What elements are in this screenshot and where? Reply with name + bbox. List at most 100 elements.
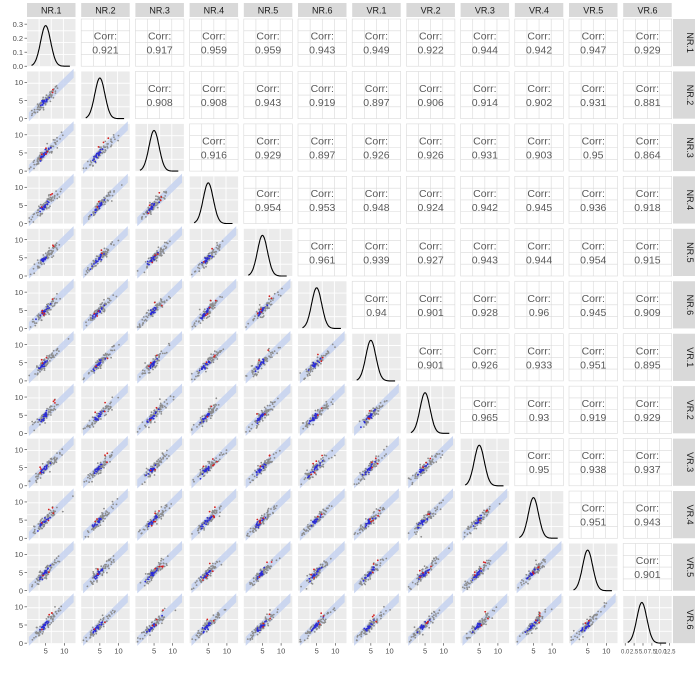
scatter-point xyxy=(245,431,247,433)
scatter-point-blue xyxy=(319,464,321,467)
scatter-point xyxy=(156,250,158,252)
scatter-point-blue xyxy=(41,104,44,106)
scatter-point xyxy=(96,207,99,210)
scatter-point xyxy=(53,297,56,300)
scatter-point xyxy=(117,396,120,399)
scatter-point xyxy=(255,427,258,429)
scatter-point xyxy=(170,503,173,505)
scatter-point xyxy=(160,404,163,406)
scatter-point-red xyxy=(40,468,42,470)
scatter-point-red xyxy=(46,150,49,153)
scatter-point xyxy=(212,353,215,356)
corr-value: 0.909 xyxy=(634,307,660,319)
scatter-point-red xyxy=(377,514,379,517)
scatter-point-blue xyxy=(207,309,209,312)
scatter-point xyxy=(112,134,115,136)
scatter-point-blue xyxy=(255,526,257,528)
scatter-point xyxy=(115,503,118,506)
scatter-point-red xyxy=(153,301,156,304)
scatter-point xyxy=(273,350,276,353)
scatter-point-blue xyxy=(43,257,45,260)
scatter-point xyxy=(86,425,88,428)
scatter-point xyxy=(150,579,153,582)
scatter-point xyxy=(48,252,51,255)
scatter-point xyxy=(52,96,55,99)
scatter-point xyxy=(251,423,254,426)
scatter-point xyxy=(263,515,266,518)
scatter-point xyxy=(97,525,100,527)
scatter-point-blue xyxy=(202,420,205,423)
scatter-point-blue xyxy=(211,256,214,258)
scatter-point-red xyxy=(369,518,371,520)
scatter-point xyxy=(56,87,59,89)
corr-label: Corr: xyxy=(636,83,659,95)
scatter-point-blue xyxy=(315,417,317,419)
panel-r7-c5 xyxy=(243,331,293,384)
scatter-point xyxy=(375,564,377,567)
corr-value: 0.929 xyxy=(634,412,660,424)
scatter-point-blue xyxy=(151,571,154,574)
scatter-point xyxy=(102,512,104,515)
scatter-point-red xyxy=(106,452,109,455)
scatter-point xyxy=(353,483,356,485)
scatter-point xyxy=(89,316,92,319)
scatter-point xyxy=(275,451,277,454)
scatter-point xyxy=(111,500,114,503)
scatter-point xyxy=(102,565,105,568)
scatter-point-blue xyxy=(99,361,102,364)
scatter-point-blue xyxy=(39,160,42,162)
scatter-point-blue xyxy=(258,364,261,366)
scatter-point xyxy=(383,448,385,451)
panel-r6-c7: Corr:0.94 xyxy=(351,280,402,329)
scatter-point-blue xyxy=(370,464,373,466)
scatter-point xyxy=(267,565,270,568)
scatter-point xyxy=(157,569,160,572)
scatter-point-red xyxy=(202,465,205,468)
scatter-point xyxy=(214,304,216,306)
scatter-point-blue xyxy=(95,418,97,420)
corr-value: 0.937 xyxy=(634,464,660,476)
scatter-point xyxy=(324,354,327,357)
scatter-point xyxy=(96,262,99,265)
scatter-point xyxy=(314,516,316,518)
scatter-point xyxy=(91,319,94,321)
scatter-point-blue xyxy=(149,207,152,210)
scatter-point xyxy=(94,206,97,208)
scatter-point-blue xyxy=(93,158,95,161)
scatter-point-red xyxy=(205,314,207,317)
scatter-point xyxy=(54,90,57,93)
scatter-point-blue xyxy=(41,365,44,367)
scatter-point xyxy=(431,458,434,461)
panel-r3-c10: Corr:0.903 xyxy=(514,123,564,172)
scatter-point xyxy=(107,407,110,410)
scatter-point xyxy=(39,370,41,373)
scatter-point xyxy=(426,520,428,523)
panel-r6-c11: Corr:0.945 xyxy=(568,280,618,329)
scatter-point-blue xyxy=(97,520,100,523)
scatter-point xyxy=(41,212,44,215)
scatter-point xyxy=(325,454,328,457)
scatter-point xyxy=(92,165,94,167)
corr-value: 0.93 xyxy=(529,412,550,424)
corr-label: Corr: xyxy=(419,188,442,200)
scatter-point xyxy=(100,146,102,149)
panel-r5-c7: Corr:0.939 xyxy=(351,228,402,277)
scatter-point-blue xyxy=(100,258,103,261)
corr-value: 0.954 xyxy=(580,254,606,266)
scatter-point xyxy=(46,522,48,524)
scatter-point-blue xyxy=(258,419,260,421)
scatter-point xyxy=(442,499,444,502)
scatter-point xyxy=(483,509,485,512)
panel-r2-c7: Corr:0.897 xyxy=(351,71,402,119)
scatter-point xyxy=(414,473,417,476)
scatter-point xyxy=(320,362,322,365)
scatter-point xyxy=(38,156,41,158)
scatter-point xyxy=(362,477,364,479)
scatter-point xyxy=(109,190,112,193)
scatter-point-blue xyxy=(423,519,426,522)
scatter-point xyxy=(34,324,37,327)
scatter-point xyxy=(193,324,195,326)
corr-value: 0.895 xyxy=(634,359,660,371)
corr-value: 0.951 xyxy=(580,517,606,529)
scatter-point-blue xyxy=(203,366,206,368)
